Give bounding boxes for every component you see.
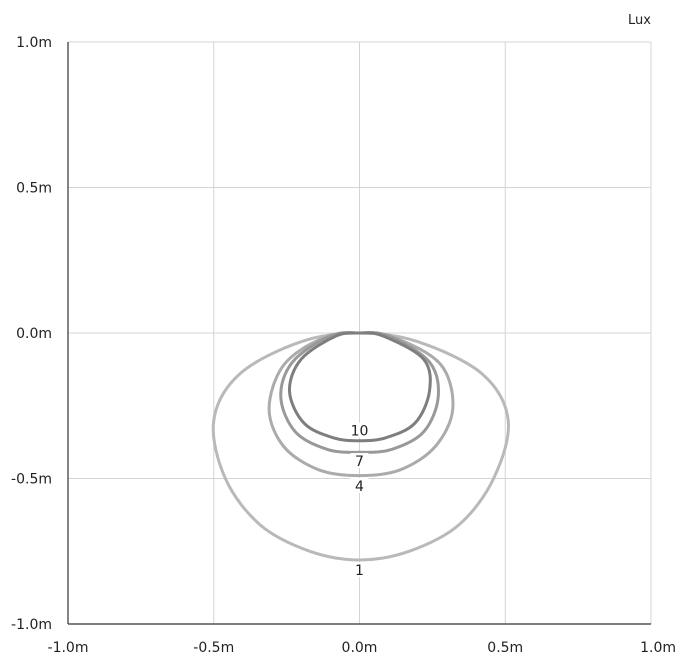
contour-label-bg xyxy=(350,477,369,493)
contour-labels: 10 7 4 1 xyxy=(350,422,369,579)
contour-line-4 xyxy=(267,331,455,478)
contour-label-bg xyxy=(350,422,369,438)
contour-lines xyxy=(211,331,510,562)
contour-label-bg xyxy=(350,453,369,469)
x-tick-label: 0.5m xyxy=(487,640,523,656)
x-tick-label: 1.0m xyxy=(640,640,676,656)
y-tick-label: 0.0m xyxy=(16,326,52,342)
x-tick-label: 0.0m xyxy=(342,640,378,656)
contour-label-10: 10 xyxy=(351,423,369,439)
contour-label-bg xyxy=(350,562,369,578)
contour-label-1: 1 xyxy=(355,563,364,579)
contour-line-1 xyxy=(211,331,510,562)
contour-line-10 xyxy=(287,331,432,443)
contour-line-7 xyxy=(279,331,440,454)
y-tick-label: 0.5m xyxy=(16,181,52,197)
y-tick-label: -0.5m xyxy=(11,472,52,488)
y-tick-label: -1.0m xyxy=(11,617,52,633)
contour-label-4: 4 xyxy=(355,479,364,495)
x-axis-ticks: -1.0m -0.5m 0.0m 0.5m 1.0m xyxy=(48,640,676,656)
unit-label: Lux xyxy=(628,13,651,28)
contour-label-7: 7 xyxy=(355,454,364,470)
y-axis-ticks: 1.0m 0.5m 0.0m -0.5m -1.0m xyxy=(11,35,52,633)
plot-frame xyxy=(67,42,651,625)
x-tick-label: -1.0m xyxy=(48,640,89,656)
x-tick-label: -0.5m xyxy=(193,640,234,656)
y-tick-label: 1.0m xyxy=(16,35,52,51)
